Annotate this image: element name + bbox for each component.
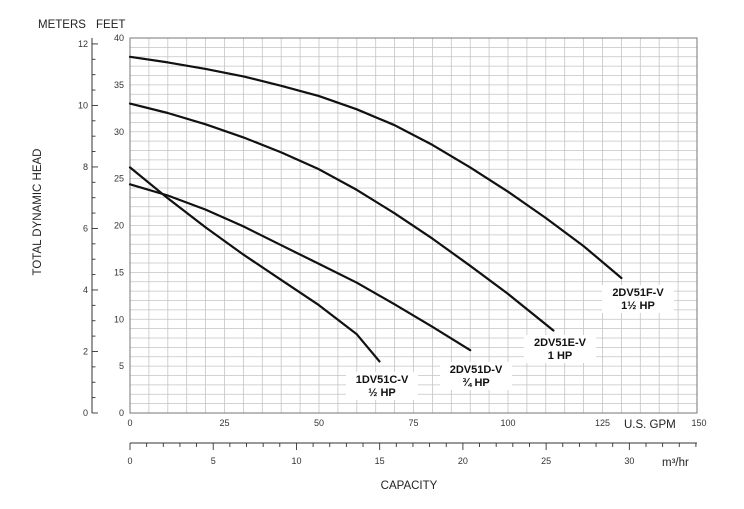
x-axis-title: CAPACITY bbox=[381, 480, 438, 492]
y-tick-label-feet: 0 bbox=[119, 408, 124, 418]
y-tick-label-meters: 10 bbox=[78, 100, 88, 110]
curve-label-hp: 1½ HP bbox=[621, 300, 655, 312]
y-tick-label-meters: 4 bbox=[83, 285, 88, 295]
plot-border bbox=[129, 37, 698, 414]
y-tick-label-meters: 12 bbox=[78, 39, 88, 49]
y-tick-label-feet: 25 bbox=[114, 174, 124, 184]
y-tick-label-feet: 5 bbox=[119, 361, 124, 371]
curve-label-background bbox=[440, 362, 512, 390]
x-tick-label-m3hr: 0 bbox=[127, 456, 132, 466]
y-tick-label-feet: 30 bbox=[114, 127, 124, 137]
y-tick-label-feet: 40 bbox=[114, 33, 124, 43]
x-tick-label-m3hr: 25 bbox=[541, 456, 551, 466]
curve-label-hp: 1 HP bbox=[548, 350, 572, 362]
y-tick-label-feet: 15 bbox=[114, 267, 124, 277]
y-tick-label-meters: 0 bbox=[83, 408, 88, 418]
pump-curve-line bbox=[128, 183, 472, 352]
curve-label-background bbox=[346, 372, 418, 400]
x-tick-label-gpm: 50 bbox=[314, 418, 324, 428]
curve-label-hp: ¾ HP bbox=[462, 377, 490, 389]
x-tick-label-gpm: 25 bbox=[219, 418, 229, 428]
pump-curve-line bbox=[128, 166, 381, 363]
x-tick-label-m3hr: 30 bbox=[624, 456, 634, 466]
gpm-unit-label: U.S. GPM bbox=[624, 419, 676, 431]
x-tick-label-gpm: 150 bbox=[691, 418, 706, 428]
curve-label-model: 2DV51F-V bbox=[612, 287, 664, 299]
x-tick-label-gpm: 0 bbox=[127, 418, 132, 428]
feet-header: FEET bbox=[96, 19, 125, 31]
curve-labels: 1DV51C-V½ HP 2DV51D-V¾ HP 2DV51E-V1 HP 2DV5… bbox=[346, 285, 674, 400]
y-tick-label-feet: 10 bbox=[114, 314, 124, 324]
y-tick-label-meters: 2 bbox=[83, 346, 88, 356]
y-tick-label-meters: 8 bbox=[83, 162, 88, 172]
x-tick-label-gpm: 75 bbox=[408, 418, 418, 428]
curve-label-model: 2DV51D-V bbox=[450, 364, 503, 376]
curve-label-model: 1DV51C-V bbox=[356, 374, 409, 386]
pump-curve-line bbox=[128, 102, 555, 332]
m3hr-unit-label: m³/hr bbox=[662, 457, 689, 469]
x-tick-label-m3hr: 10 bbox=[291, 456, 301, 466]
pump-curves bbox=[128, 55, 623, 363]
y-tick-label-feet: 35 bbox=[114, 80, 124, 90]
y-tick-label-meters: 6 bbox=[83, 223, 88, 233]
x-tick-label-m3hr: 5 bbox=[211, 456, 216, 466]
curve-label-hp: ½ HP bbox=[368, 387, 396, 399]
x-tick-label-gpm: 100 bbox=[500, 418, 515, 428]
y-axis-title: TOTAL DYNAMIC HEAD bbox=[32, 149, 44, 276]
meters-header: METERS bbox=[38, 19, 86, 31]
curve-label-model: 2DV51E-V bbox=[534, 337, 587, 349]
curve-label-background bbox=[602, 285, 674, 313]
pump-curve-line bbox=[128, 55, 623, 280]
curve-label-background bbox=[524, 335, 596, 363]
y-tick-label-feet: 20 bbox=[114, 221, 124, 231]
x-tick-label-gpm: 125 bbox=[595, 418, 610, 428]
x-tick-label-m3hr: 15 bbox=[375, 456, 385, 466]
x-tick-label-m3hr: 20 bbox=[458, 456, 468, 466]
